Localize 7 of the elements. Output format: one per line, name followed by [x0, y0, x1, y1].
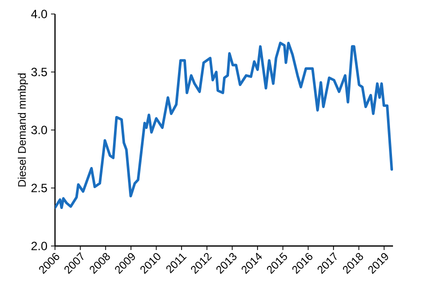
y-tick-label: 3.5	[31, 68, 47, 76]
y-tick-label: 2.0	[31, 242, 48, 250]
y-tick-label: 2.5	[31, 184, 47, 192]
y-tick-label: 4.0	[31, 10, 48, 18]
y-axis-title: Diesel Demand mmbpd	[18, 73, 28, 186]
line-series	[55, 42, 394, 210]
y-tick-label: 3.0	[31, 126, 48, 134]
